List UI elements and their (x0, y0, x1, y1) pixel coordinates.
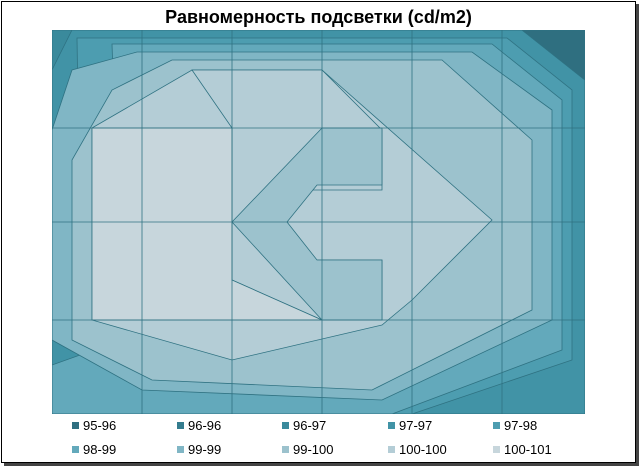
legend-item: 97-98 (493, 418, 537, 433)
legend-item: 99-100 (282, 442, 333, 457)
legend-label: 95-96 (83, 418, 117, 433)
legend-swatch (282, 422, 289, 429)
legend-label: 100-101 (504, 442, 552, 457)
legend-swatch (493, 446, 500, 453)
legend-item: 95-96 (72, 418, 116, 433)
legend-label: 96-97 (293, 418, 327, 433)
legend-label: 98-99 (83, 442, 117, 457)
contour-corner-top-right (521, 30, 585, 81)
legend-label: 99-100 (293, 442, 334, 457)
legend-swatch (72, 422, 79, 429)
legend-item: 98-99 (72, 442, 116, 457)
legend-item: 96-97 (282, 418, 326, 433)
legend-label: 97-98 (504, 418, 538, 433)
legend-swatch (177, 422, 184, 429)
legend-label: 96-96 (188, 418, 222, 433)
chart-title: Равномерность подсветки (cd/m2) (165, 7, 472, 27)
legend-label: 100-100 (399, 442, 447, 457)
legend-item: 97-97 (388, 418, 432, 433)
legend-swatch (72, 446, 79, 453)
legend-item: 96-96 (177, 418, 221, 433)
legend-swatch (388, 422, 395, 429)
legend-swatch (282, 446, 289, 453)
legend-label: 97-97 (399, 418, 433, 433)
contour-plot (52, 30, 585, 414)
legend-swatch (177, 446, 184, 453)
legend-item: 100-101 (493, 442, 552, 457)
legend-item: 99-99 (177, 442, 221, 457)
grid-lines (52, 30, 585, 414)
legend-swatch (388, 446, 395, 453)
legend-item: 100-100 (388, 442, 447, 457)
contour-inner-c (231, 127, 383, 321)
legend-swatch (493, 422, 500, 429)
legend-label: 99-99 (188, 442, 222, 457)
